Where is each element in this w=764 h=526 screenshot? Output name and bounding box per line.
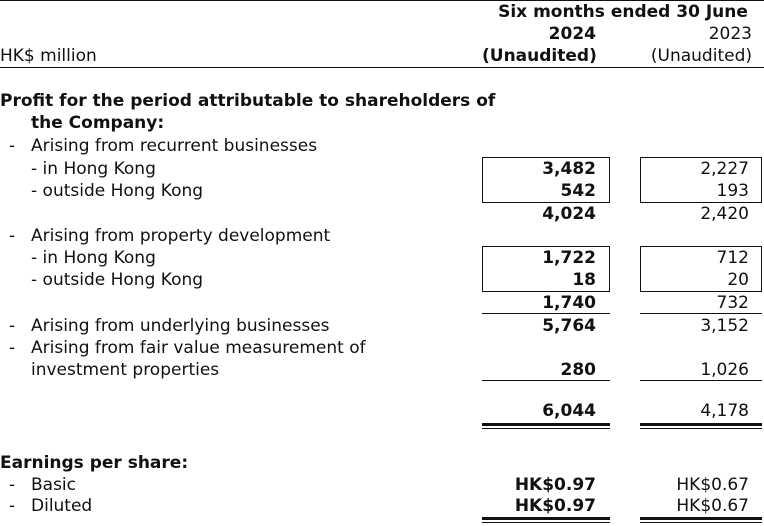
development-outside-2023: 20 xyxy=(727,270,749,290)
col-2023-year: 2023 xyxy=(708,24,752,44)
col-2023-status: (Unaudited) xyxy=(650,46,752,66)
recurrent-hk-2023: 2,227 xyxy=(700,159,749,179)
period-title: Six months ended 30 June xyxy=(498,2,748,22)
eps-diluted-2024: HK$0.97 xyxy=(514,496,596,516)
underlying-2023: 3,152 xyxy=(700,316,749,336)
eps-basic-2024: HK$0.97 xyxy=(514,475,596,495)
recurrent-outside-2024: 542 xyxy=(560,181,597,201)
eps-double-rule-2024-b xyxy=(482,522,610,523)
eps-diluted-2023: HK$0.67 xyxy=(676,496,749,516)
fair-value-rule-2023 xyxy=(640,380,762,381)
row-dash: - xyxy=(9,475,16,495)
fair-value-rule-2024 xyxy=(482,380,610,381)
development-hk-2024: 1,722 xyxy=(542,248,596,268)
unit-label: HK$ million xyxy=(0,46,97,66)
profit-section-title: Profit for the period attributable to sh… xyxy=(0,91,496,111)
underlying-label: Arising from underlying businesses xyxy=(31,316,330,336)
recurrent-total-2023: 2,420 xyxy=(700,204,749,224)
header-top-rule xyxy=(0,0,764,1)
row-dash: - xyxy=(9,226,16,246)
development-outside-label: - outside Hong Kong xyxy=(31,270,204,290)
development-heading: Arising from property development xyxy=(31,226,331,246)
profit-section-title-cont: the Company: xyxy=(31,113,165,133)
recurrent-2023-box xyxy=(640,157,762,203)
eps-section-title: Earnings per share: xyxy=(0,453,189,473)
row-dash: - xyxy=(9,496,16,516)
grand-total-double-rule-2024-b xyxy=(482,428,610,429)
eps-double-rule-2024 xyxy=(482,517,610,520)
eps-basic-label: Basic xyxy=(31,475,77,495)
development-total-rule-2024 xyxy=(482,313,610,314)
grand-total-double-rule-2023-b xyxy=(640,428,762,429)
row-dash: - xyxy=(9,338,16,358)
development-total-rule-2023 xyxy=(640,313,762,314)
recurrent-outside-2023: 193 xyxy=(716,181,749,201)
row-dash: - xyxy=(9,136,16,156)
recurrent-hk-2024: 3,482 xyxy=(542,159,596,179)
development-2024-box xyxy=(482,246,610,292)
eps-double-rule-2023-b xyxy=(640,522,762,523)
recurrent-heading: Arising from recurrent businesses xyxy=(31,136,318,156)
development-total-2023: 732 xyxy=(716,293,749,313)
grand-total-double-rule-2024 xyxy=(482,423,610,426)
development-hk-2023: 712 xyxy=(716,248,749,268)
fair-value-label-cont: investment properties xyxy=(31,360,220,380)
underlying-2024: 5,764 xyxy=(542,316,596,336)
grand-total-2023: 4,178 xyxy=(700,401,749,421)
col-2024-status: (Unaudited) xyxy=(482,46,597,66)
eps-double-rule-2023 xyxy=(640,517,762,520)
fair-value-label: Arising from fair value measurement of xyxy=(31,338,366,358)
development-total-2024: 1,740 xyxy=(542,293,596,313)
grand-total-double-rule-2023 xyxy=(640,423,762,426)
eps-diluted-label: Diluted xyxy=(31,496,93,516)
fair-value-2024: 280 xyxy=(560,360,597,380)
recurrent-hk-label: - in Hong Kong xyxy=(31,159,156,179)
development-outside-2024: 18 xyxy=(572,270,596,290)
development-2023-box xyxy=(640,246,762,292)
recurrent-total-2024: 4,024 xyxy=(542,204,596,224)
header-bottom-rule xyxy=(0,67,764,68)
fair-value-2023: 1,026 xyxy=(700,360,749,380)
recurrent-outside-label: - outside Hong Kong xyxy=(31,181,204,201)
col-2024-year: 2024 xyxy=(548,24,596,44)
grand-total-2024: 6,044 xyxy=(542,401,596,421)
development-hk-label: - in Hong Kong xyxy=(31,248,156,268)
row-dash: - xyxy=(9,316,16,336)
recurrent-2024-box xyxy=(482,157,610,203)
eps-basic-2023: HK$0.67 xyxy=(676,475,749,495)
